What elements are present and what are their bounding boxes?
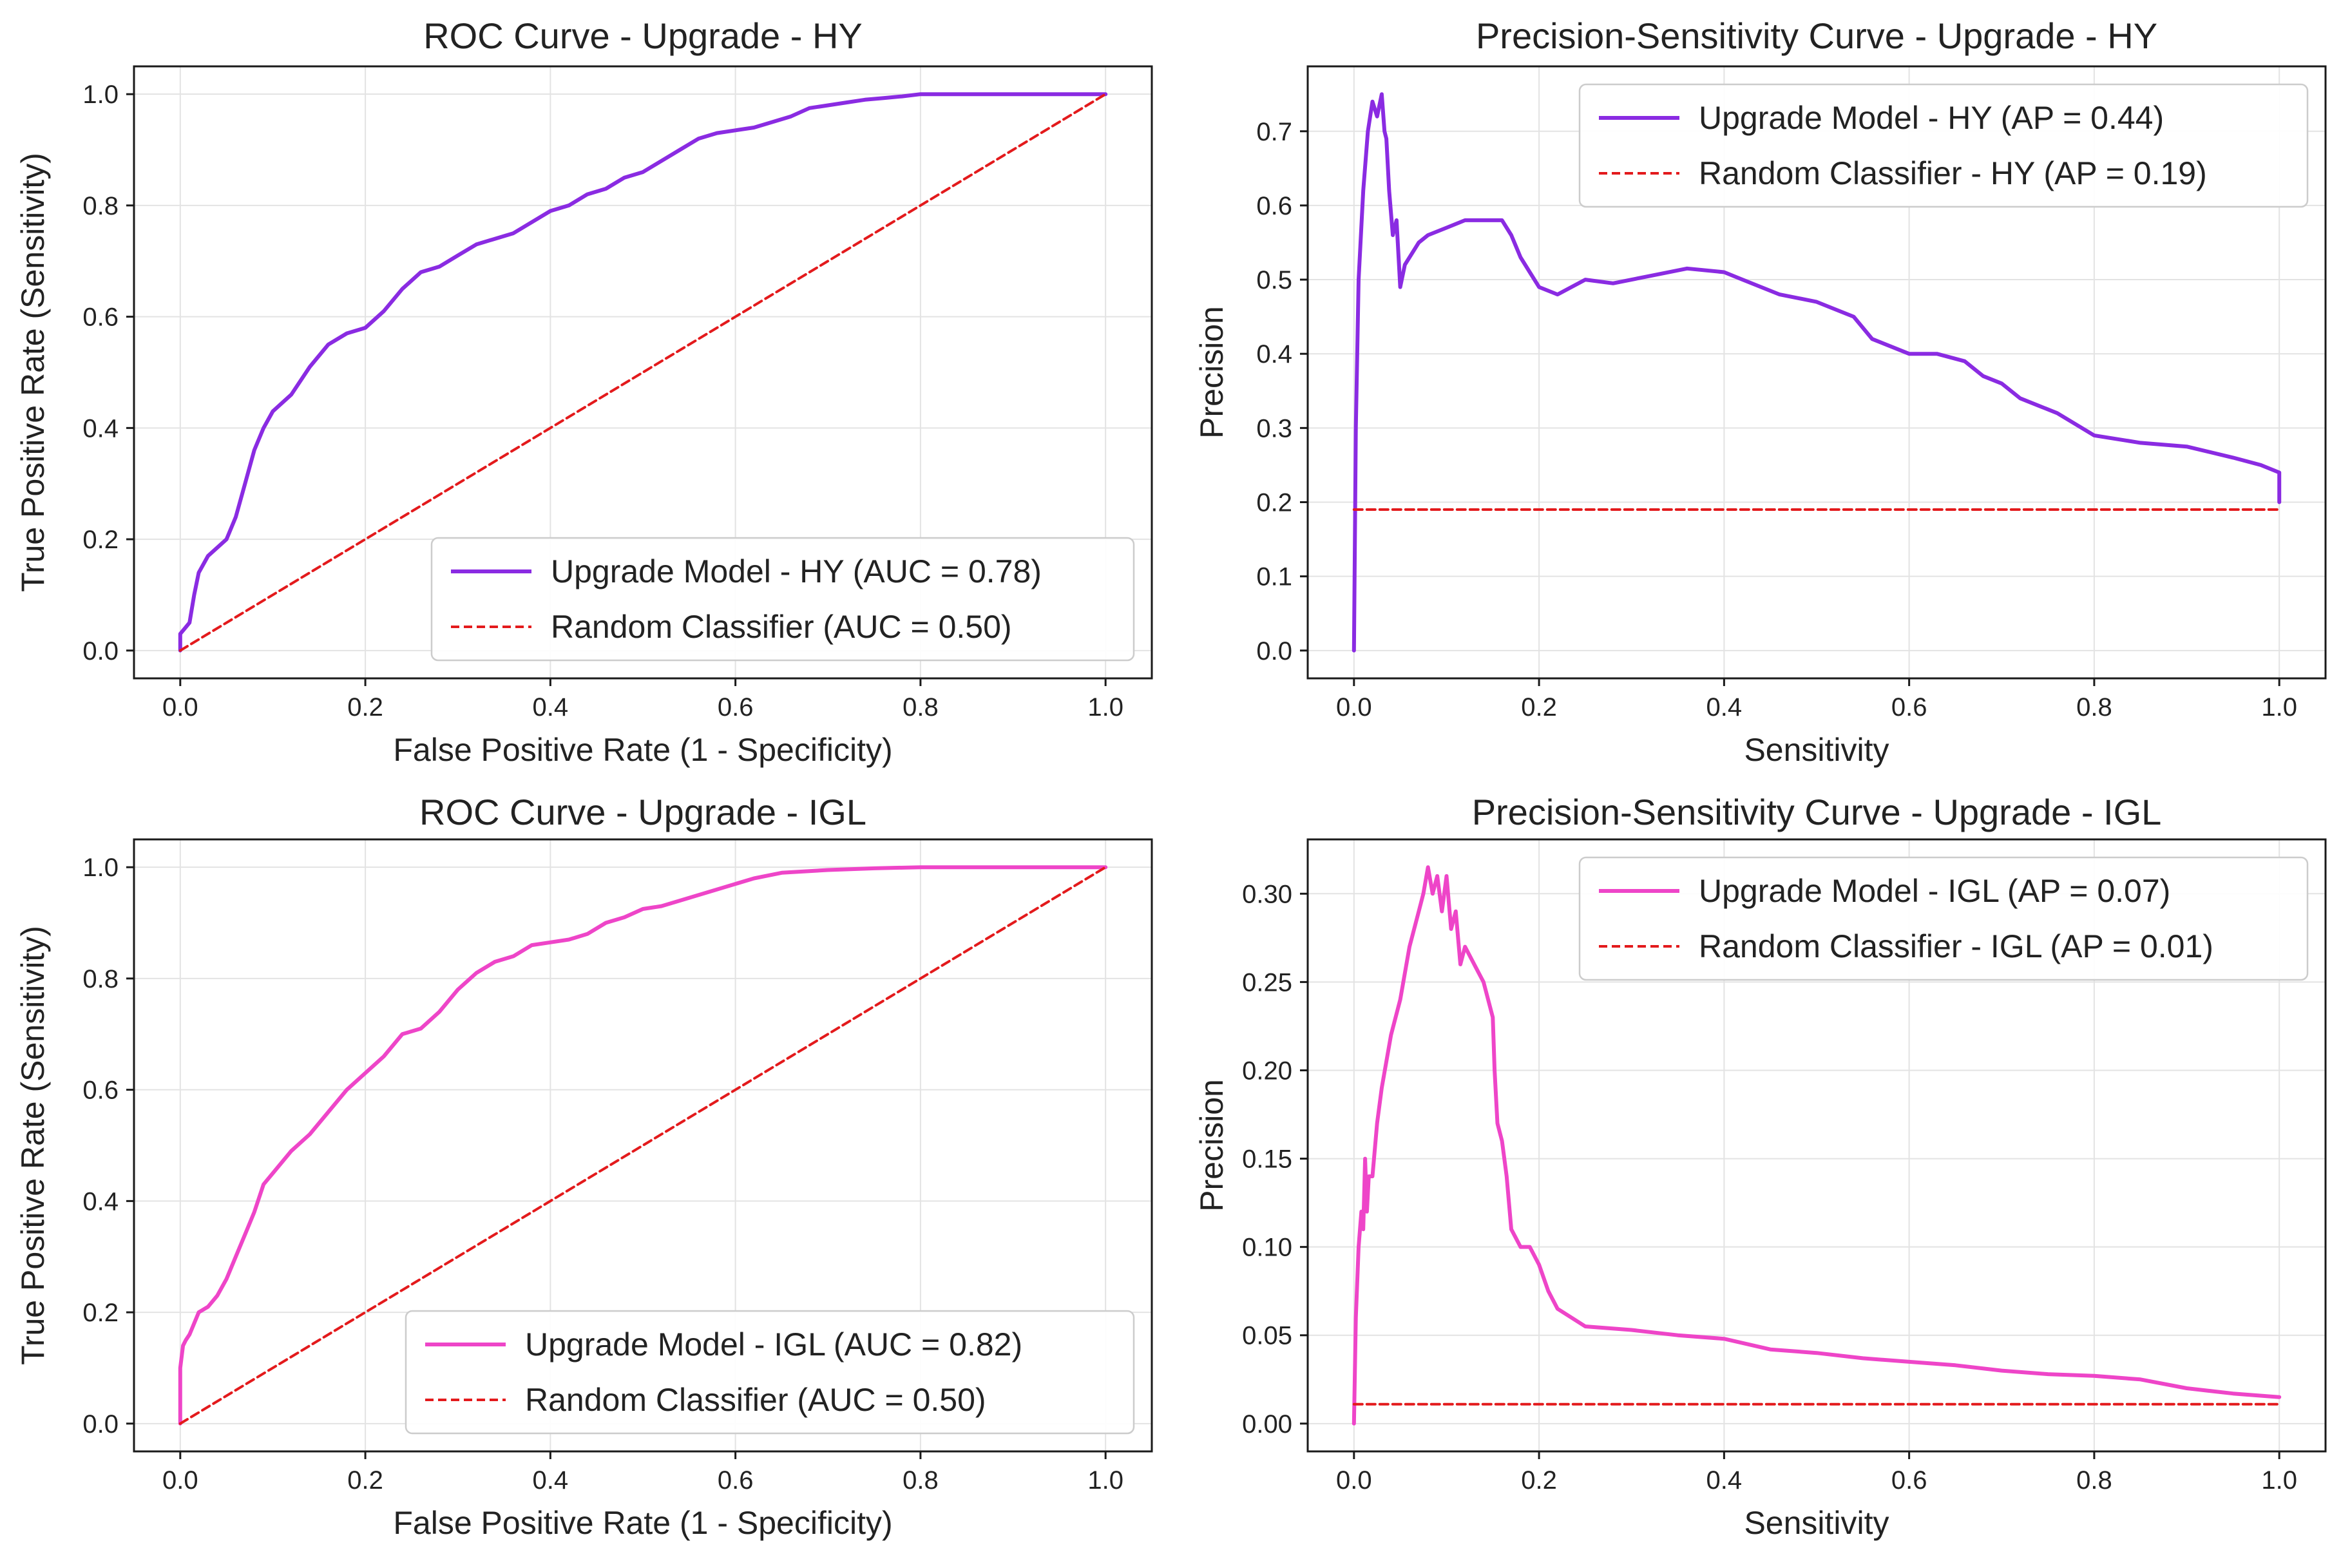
- legend-label: Upgrade Model - HY (AP = 0.44): [1699, 100, 2164, 136]
- series-line-random: [178, 866, 1107, 1425]
- y-tick-label: 0.8: [82, 192, 119, 220]
- chart-panel-1: 0.0 0.2 0.4 0.6 0.8 1.0 0.0 0.2 0.4 0.6 0.8 1.0 ROC …: [15, 15, 1153, 768]
- x-tick-label: 0.8: [2076, 1466, 2112, 1495]
- chart-title: Precision-Sensitivity Curve - Upgrade - …: [1476, 15, 2157, 56]
- y-tick-label: 0.4: [82, 1187, 119, 1216]
- x-tick-label: 1.0: [1087, 693, 1123, 722]
- x-tick-label: 0.0: [1336, 1466, 1372, 1495]
- x-tick-label: 0.2: [347, 693, 383, 722]
- x-tick-label: 0.8: [903, 693, 939, 722]
- plot-frame: [1306, 838, 2327, 1453]
- x-tick-label: 0.4: [1706, 693, 1743, 722]
- x-tick-label: 0.4: [1706, 1466, 1743, 1495]
- series-line-model: [178, 92, 1108, 653]
- x-tick-label: 0.4: [533, 693, 569, 722]
- series-line-model: [1352, 865, 2282, 1426]
- x-tick-label: 0.2: [1521, 1466, 1557, 1495]
- series-line-model: [1352, 92, 2282, 653]
- y-tick-label: 0.4: [82, 414, 119, 443]
- legend-label: Upgrade Model - HY (AUC = 0.78): [551, 553, 1042, 589]
- x-tick-label: 0.2: [1521, 693, 1557, 722]
- x-tick-label: 0.0: [1336, 693, 1372, 722]
- x-tick-label: 0.2: [347, 1466, 383, 1495]
- x-tick-label: 0.0: [162, 693, 198, 722]
- chart-title: Precision-Sensitivity Curve - Upgrade - …: [1472, 792, 2162, 832]
- y-tick-label: 0.25: [1242, 968, 1292, 997]
- x-tick-label: 1.0: [2261, 693, 2297, 722]
- y-tick-label: 0.8: [82, 965, 119, 993]
- x-tick-label: 1.0: [2261, 1466, 2297, 1495]
- y-axis-label: True Positive Rate (Sensitivity): [15, 153, 51, 592]
- y-tick-label: 0.6: [82, 303, 119, 332]
- x-tick-label: 0.0: [162, 1466, 198, 1495]
- legend-box: [430, 537, 1135, 662]
- series-line-model: [178, 865, 1108, 1426]
- legend-label: Upgrade Model - IGL (AUC = 0.82): [525, 1326, 1022, 1362]
- legend: Upgrade Model - IGL (AUC = 0.82) Random C…: [405, 1310, 1135, 1435]
- y-tick-label: 0.15: [1242, 1145, 1292, 1174]
- y-tick-label: 0.05: [1242, 1322, 1292, 1350]
- chart-title: ROC Curve - Upgrade - HY: [423, 15, 863, 56]
- x-axis-label: Sensitivity: [1744, 1505, 1889, 1541]
- y-tick-label: 0.6: [1256, 192, 1292, 220]
- plot-frame: [1306, 65, 2327, 680]
- x-tick-label: 0.8: [903, 1466, 939, 1495]
- y-tick-label: 0.0: [1256, 637, 1292, 665]
- y-tick-label: 0.10: [1242, 1234, 1292, 1262]
- x-tick-label: 0.6: [1891, 1466, 1927, 1495]
- legend-label: Upgrade Model - IGL (AP = 0.07): [1699, 873, 2170, 909]
- y-tick-label: 1.0: [82, 81, 119, 109]
- legend-box: [1578, 83, 2309, 208]
- y-axis-label: Precision: [1194, 306, 1230, 439]
- y-tick-label: 0.20: [1242, 1056, 1292, 1085]
- x-axis-label: False Positive Rate (1 - Specificity): [393, 1505, 892, 1541]
- x-axis-label: Sensitivity: [1744, 732, 1889, 768]
- legend-label: Random Classifier (AUC = 0.50): [551, 609, 1012, 645]
- y-tick-label: 0.00: [1242, 1410, 1292, 1439]
- chart-panel-2: 0.0 0.2 0.4 0.6 0.8 1.0 0.0 0.1 0.2 0.3 0.4 0.5 0.6 0…: [1194, 15, 2327, 768]
- legend-label: Random Classifier - HY (AP = 0.19): [1699, 155, 2207, 191]
- y-tick-label: 0.0: [82, 1410, 119, 1439]
- x-tick-label: 0.6: [718, 693, 754, 722]
- legend: Upgrade Model - HY (AP = 0.44) Random Cla…: [1578, 83, 2309, 208]
- chart-title: ROC Curve - Upgrade - IGL: [419, 792, 866, 832]
- legend-label: Random Classifier - IGL (AP = 0.01): [1699, 928, 2213, 964]
- y-tick-label: 0.4: [1256, 340, 1292, 368]
- legend-box: [405, 1310, 1135, 1435]
- series-line-random: [178, 93, 1107, 652]
- y-tick-label: 0.2: [82, 1299, 119, 1327]
- y-tick-label: 0.1: [1256, 563, 1292, 591]
- y-axis-label: True Positive Rate (Sensitivity): [15, 926, 51, 1365]
- legend: Upgrade Model - IGL (AP = 0.07) Random Cl…: [1578, 856, 2309, 981]
- y-tick-label: 0.2: [82, 526, 119, 554]
- y-tick-label: 1.0: [82, 854, 119, 882]
- y-tick-label: 0.5: [1256, 266, 1292, 294]
- chart-panel-3: 0.0 0.2 0.4 0.6 0.8 1.0 0.0 0.2 0.4 0.6 0.8 1.0 ROC …: [15, 792, 1153, 1541]
- y-tick-label: 0.0: [82, 637, 119, 665]
- x-tick-label: 0.6: [1891, 693, 1927, 722]
- y-tick-label: 0.2: [1256, 489, 1292, 517]
- y-tick-label: 0.3: [1256, 414, 1292, 443]
- x-axis-label: False Positive Rate (1 - Specificity): [393, 732, 892, 768]
- y-tick-label: 0.7: [1256, 118, 1292, 146]
- legend-box: [1578, 856, 2309, 981]
- plot-frame: [133, 838, 1153, 1453]
- legend-label: Random Classifier (AUC = 0.50): [525, 1382, 986, 1418]
- legend: Upgrade Model - HY (AUC = 0.78) Random Cl…: [430, 537, 1135, 662]
- y-tick-label: 0.30: [1242, 880, 1292, 908]
- x-tick-label: 0.4: [533, 1466, 569, 1495]
- plot-frame: [133, 65, 1153, 680]
- y-tick-label: 0.6: [82, 1076, 119, 1105]
- chart-panel-4: 0.0 0.2 0.4 0.6 0.8 1.0 0.00 0.05 0.10 0.15 0.20 0.…: [1194, 792, 2327, 1541]
- grid: [1308, 839, 2326, 1451]
- y-axis-label: Precision: [1194, 1079, 1230, 1212]
- x-tick-label: 1.0: [1087, 1466, 1123, 1495]
- x-tick-label: 0.8: [2076, 693, 2112, 722]
- x-tick-label: 0.6: [718, 1466, 754, 1495]
